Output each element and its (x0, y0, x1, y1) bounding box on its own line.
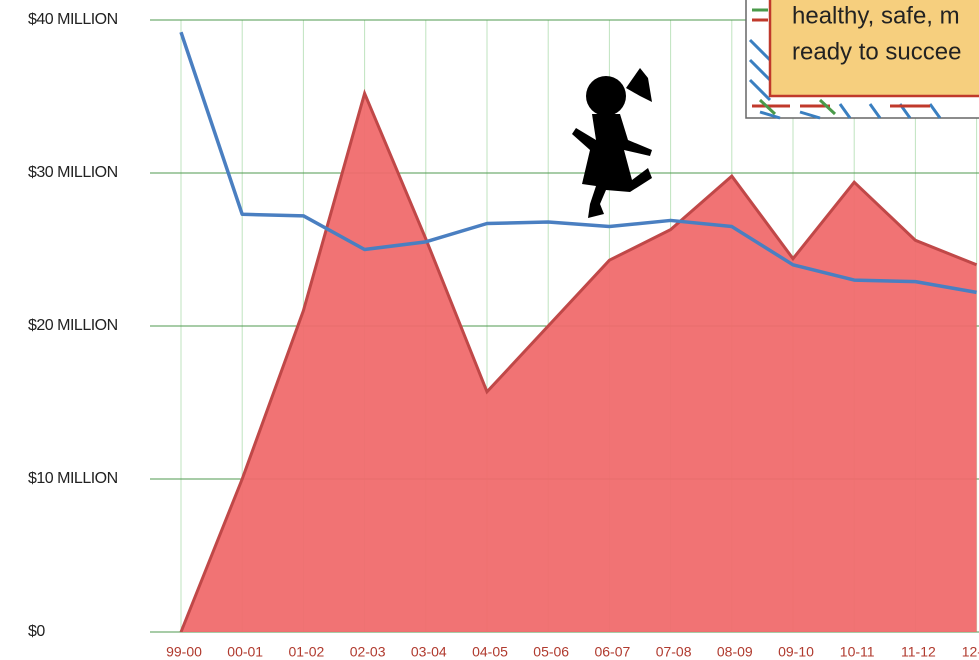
area (181, 93, 977, 632)
girl-head (586, 76, 626, 116)
chart: 99-00 00-01 01-02 02-03 03-04 04-05 05-06 06-07… (0, 0, 979, 660)
x-tick-label: 06-07 (594, 644, 630, 660)
x-tick-label: 08-09 (717, 644, 753, 660)
x-tick-label: 11-12 (901, 644, 936, 660)
x-tick-label: 03-04 (411, 644, 447, 660)
note-box: healthy, safe, m ready to succee (746, 0, 979, 118)
x-tick-label: 05-06 (533, 644, 569, 660)
y-tick-label: $30 MILLION (28, 164, 118, 181)
x-tick-label: 01-02 (288, 644, 324, 660)
marks (181, 32, 977, 632)
girl-ponytail (626, 68, 652, 102)
x-tick-label: 07-08 (656, 644, 692, 660)
x-tick-label: 00-01 (227, 644, 263, 660)
y-tick-label: $40 MILLION (28, 11, 118, 28)
y-tick-label: $0 (28, 623, 45, 640)
girl-silhouette (572, 68, 652, 218)
x-tick-label: 04-05 (472, 644, 508, 660)
page: {"chart_data": {"type": "area-line", "ca… (0, 0, 979, 660)
x-tick-label: 12-13 (962, 644, 979, 660)
x-tick-label: 99-00 (166, 644, 202, 660)
y-tick-label: $10 MILLION (28, 470, 118, 487)
x-tick-label: 10-11 (840, 644, 875, 660)
note-text: ready to succee (792, 38, 961, 65)
x-tick-label: 09-10 (778, 644, 814, 660)
y-tick-label: $20 MILLION (28, 317, 118, 334)
girl-body (572, 114, 652, 218)
note-text: healthy, safe, m (792, 2, 960, 29)
x-tick-label: 02-03 (350, 644, 386, 660)
